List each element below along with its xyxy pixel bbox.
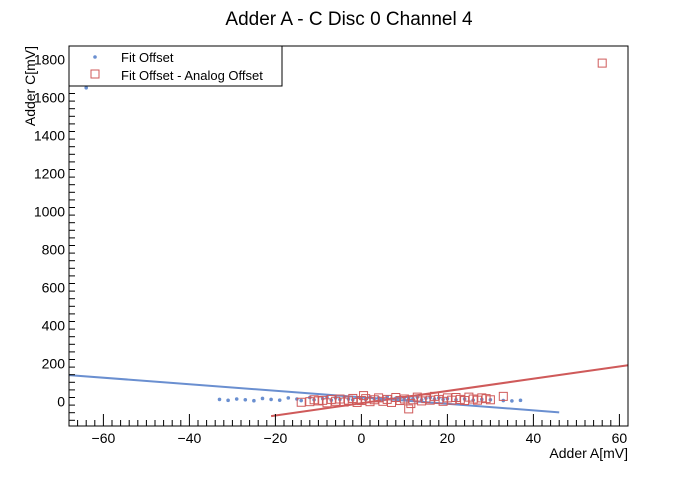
data-point-fit-offset (252, 398, 256, 403)
chart-title: Adder A - C Disc 0 Channel 4 (225, 9, 473, 30)
x-tick-label: 20 (440, 430, 456, 446)
data-point-fit-offset (217, 397, 222, 402)
fit-line-analog-offset (270, 364, 629, 418)
data-point-analog-offset (404, 404, 414, 414)
y-tick-label: 1200 (34, 165, 65, 181)
data-point-fit-offset (84, 86, 88, 90)
data-point-analog-offset (498, 391, 508, 401)
data-point-fit-offset (226, 398, 230, 403)
legend-entry-analog-offset: Fit Offset - Analog Offset (90, 68, 263, 83)
y-tick-label: 400 (42, 317, 66, 333)
plot-frame (68, 45, 629, 427)
x-tick-label: −20 (264, 430, 288, 446)
legend: Fit Offset Fit Offset - Analog Offset (68, 45, 283, 87)
legend-marker-fit-offset (93, 55, 97, 59)
x-tick-label: 60 (612, 430, 628, 446)
data-layer (68, 58, 629, 418)
legend-entry-fit-offset: Fit Offset (93, 50, 174, 65)
legend-marker-analog-offset (90, 69, 100, 79)
data-point-fit-offset (286, 396, 291, 400)
y-tick-label: 1000 (34, 203, 65, 219)
data-point-fit-offset (234, 397, 239, 401)
data-point-fit-offset (243, 397, 248, 402)
data-point-fit-offset (510, 399, 514, 403)
y-tick-label: 1800 (34, 51, 65, 67)
y-axis-label: Adder C[mV] (22, 46, 38, 126)
y-tick-label: 0 (57, 393, 65, 409)
y-tick-label: 800 (42, 241, 66, 257)
data-point-fit-offset (260, 396, 265, 401)
x-tick-label: −60 (92, 430, 116, 446)
x-tick-label: −40 (178, 430, 202, 446)
data-point-analog-offset (597, 58, 607, 68)
data-point-fit-offset (299, 398, 304, 403)
x-axis-label: Adder A[mV] (549, 445, 628, 461)
y-tick-label: 600 (42, 279, 66, 295)
legend-label-analog-offset: Fit Offset - Analog Offset (121, 68, 263, 83)
data-point-analog-offset (296, 397, 306, 407)
data-point-fit-offset (277, 398, 282, 402)
x-tick-label: 40 (526, 430, 542, 446)
legend-box (68, 45, 283, 87)
data-point-analog-offset (359, 391, 369, 401)
y-tick-label: 1400 (34, 127, 65, 143)
data-point-fit-offset (269, 397, 273, 402)
legend-label-fit-offset: Fit Offset (121, 50, 174, 65)
data-point-analog-offset (485, 395, 495, 405)
y-tick-label: 1600 (34, 89, 65, 105)
fit-line-fit-offset (68, 374, 560, 414)
x-tick-label: 0 (358, 430, 366, 446)
y-tick-label: 200 (42, 355, 66, 371)
data-point-analog-offset (399, 394, 409, 404)
data-point-fit-offset (518, 398, 523, 403)
